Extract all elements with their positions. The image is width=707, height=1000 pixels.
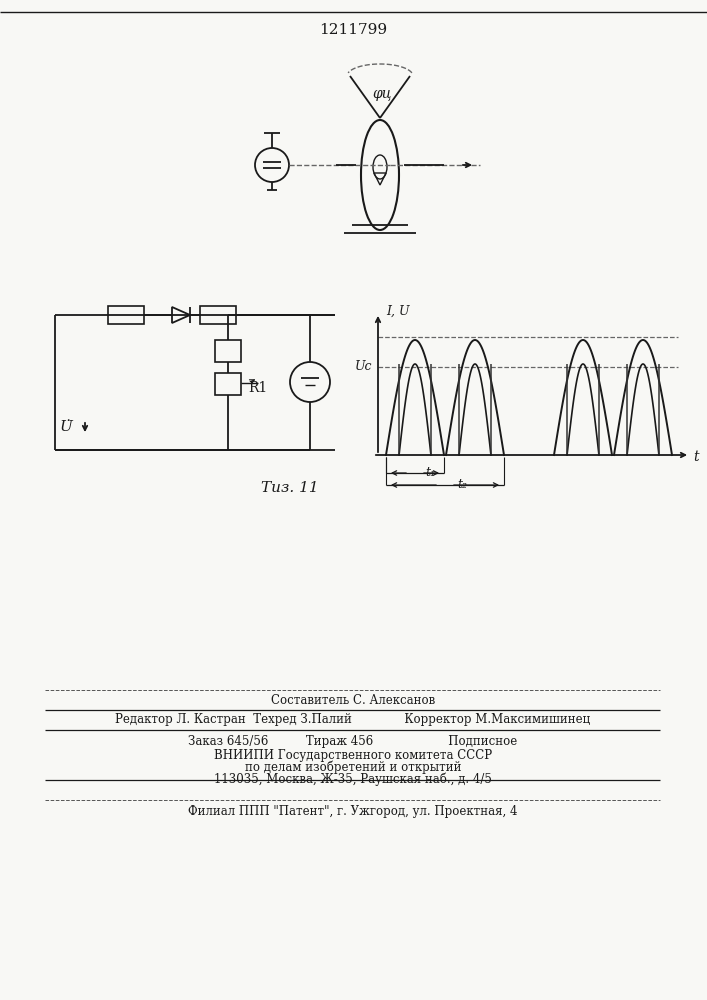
Text: φц: φц [373,87,392,101]
Bar [215,373,241,395]
Text: Uс: Uс [354,360,372,373]
Text: t: t [693,450,699,464]
Text: ВНИИПИ Государственного комитета СССР: ВНИИПИ Государственного комитета СССР [214,748,492,762]
Text: Филиал ППП "Патент", г. Ужгород, ул. Проектная, 4: Филиал ППП "Патент", г. Ужгород, ул. Про… [188,806,518,818]
Text: по делам изобретений и открытий: по делам изобретений и открытий [245,760,461,774]
Text: Редактор Л. Кастран  Техред З.Палий              Корректор М.Максимишинец: Редактор Л. Кастран Техред З.Палий Корре… [115,714,590,726]
Text: R1: R1 [248,381,267,395]
Text: 113035, Москва, Ж-35, Раушская наб., д. 4/5: 113035, Москва, Ж-35, Раушская наб., д. … [214,772,492,786]
Text: Составитель С. Алексанов: Составитель С. Алексанов [271,694,435,706]
Text: t₁: t₁ [425,466,435,480]
Bar [200,306,236,324]
Text: t₂: t₂ [457,479,467,491]
Text: Заказ 645/56          Тираж 456                    Подписное: Заказ 645/56 Тираж 456 Подписное [188,736,518,748]
Text: U̇: U̇ [59,420,72,434]
Text: Τиз. 11: Τиз. 11 [261,481,319,495]
Bar [215,340,241,362]
Text: I, U: I, U [386,304,409,318]
Bar [108,306,144,324]
Text: 1211799: 1211799 [319,23,387,37]
